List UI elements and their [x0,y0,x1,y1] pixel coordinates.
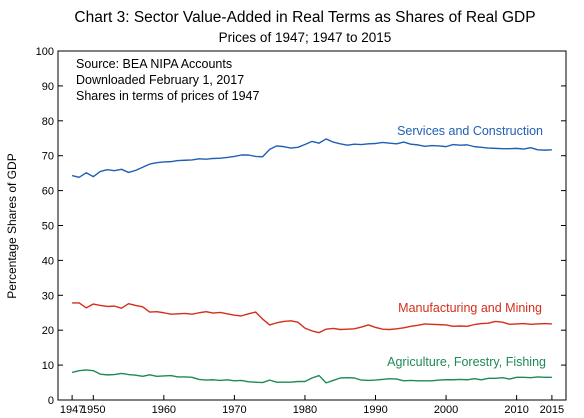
plot-frame [57,50,567,401]
y-tick-label: 70 [42,151,54,163]
source-note: Downloaded February 1, 2017 [76,73,244,87]
x-tick-label: 1970 [222,404,246,416]
y-tick-label: 60 [42,186,54,198]
x-tick-label: 2000 [434,404,458,416]
series-line [71,369,552,384]
chart-subtitle: Prices of 1947; 1947 to 2015 [219,30,392,45]
x-tick-label: 1960 [152,404,176,416]
y-tick-label: 0 [48,395,54,407]
series-label: Agriculture, Forestry, Fishing [387,355,546,369]
y-tick-label: 40 [42,255,54,267]
x-tick-label: 2015 [540,404,564,416]
y-tick-label: 100 [36,46,54,58]
series-label: Services and Construction [397,124,543,138]
x-tick-label: 2010 [504,404,528,416]
series-label: Manufacturing and Mining [398,301,542,315]
series-line [72,302,552,334]
x-tick-label: 1980 [293,404,317,416]
y-tick-label: 30 [42,290,54,302]
series-line [71,138,552,179]
x-tick-label: 1950 [81,404,105,416]
y-tick-label: 90 [42,81,54,93]
y-tick-label: 10 [42,360,54,372]
y-tick-label: 80 [42,116,54,128]
x-tick-label: 1990 [363,404,387,416]
source-note: Source: BEA NIPA Accounts [76,57,232,71]
x-tick-label: 1947 [60,404,84,416]
source-note: Shares in terms of prices of 1947 [76,89,259,103]
y-axis-label: Percentage Shares of GDP [5,153,19,298]
chart-title: Chart 3: Sector Value-Added in Real Term… [74,9,535,26]
y-tick-label: 50 [42,221,54,233]
y-tick-label: 20 [42,325,54,337]
